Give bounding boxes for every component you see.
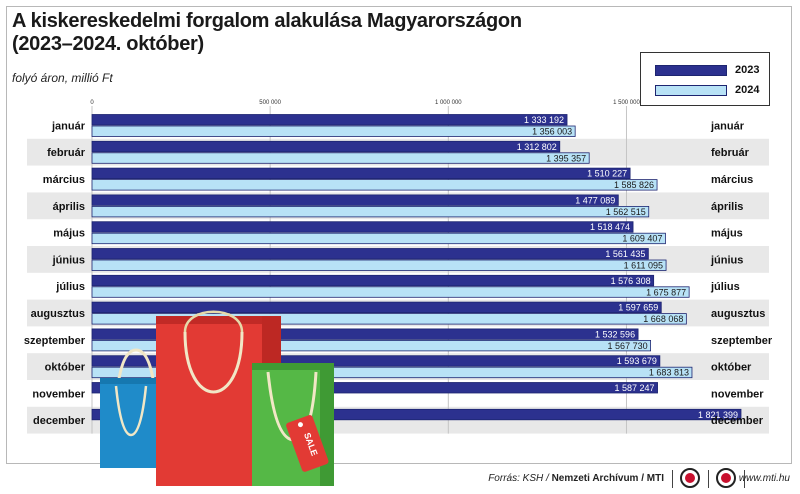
x-tick-label: 1 500 000 bbox=[613, 100, 640, 106]
legend: 2023 2024 bbox=[640, 52, 770, 106]
category-label-left: május bbox=[53, 228, 85, 240]
data-label-2024: 1 585 826 bbox=[614, 180, 654, 190]
data-label-2024: 1 567 730 bbox=[608, 341, 648, 351]
data-label-2024: 1 395 357 bbox=[546, 153, 586, 163]
legend-label-2024: 2024 bbox=[735, 84, 760, 96]
category-label-left: október bbox=[45, 362, 86, 374]
data-label-2023: 1 597 659 bbox=[618, 303, 658, 313]
data-label-2024: 1 611 095 bbox=[624, 261, 663, 271]
bar-2024 bbox=[91, 125, 576, 137]
bar-2023 bbox=[91, 408, 742, 421]
bar-2024 bbox=[91, 339, 652, 352]
data-label-2024: 1 356 003 bbox=[532, 127, 572, 137]
data-label-2024: 1 668 068 bbox=[643, 314, 683, 324]
bar-2023 bbox=[91, 114, 568, 126]
category-label-left: február bbox=[47, 147, 86, 159]
category-label-left: június bbox=[52, 254, 85, 266]
title-line-1: A kiskereskedelmi forgalom alakulása Mag… bbox=[12, 10, 522, 32]
category-label-right: július bbox=[710, 281, 740, 293]
mti-logo-icon bbox=[680, 468, 700, 488]
category-label-right: június bbox=[710, 254, 743, 266]
chart-title: A kiskereskedelmi forgalom alakulása Mag… bbox=[12, 10, 522, 56]
x-tick-label: 0 bbox=[90, 100, 94, 106]
category-label-left: szeptember bbox=[24, 335, 86, 347]
bar-2023 bbox=[91, 301, 662, 314]
data-label-2023: 1 561 435 bbox=[605, 249, 645, 259]
bar-2024 bbox=[91, 179, 658, 191]
category-label-right: április bbox=[711, 201, 743, 213]
chart-frame bbox=[6, 6, 792, 464]
source-note: Forrás: KSH / Nemzeti Archívum / MTI bbox=[488, 473, 664, 484]
category-label-left: augusztus bbox=[31, 308, 85, 320]
category-label-left: január bbox=[51, 120, 86, 132]
footer: Forrás: KSH / Nemzeti Archívum / MTI www… bbox=[0, 464, 800, 494]
category-label-right: március bbox=[711, 174, 753, 186]
bar-2023 bbox=[91, 140, 561, 153]
x-tick-label: 1 000 000 bbox=[435, 100, 462, 106]
data-label-2023: 1 532 596 bbox=[595, 329, 635, 339]
category-label-right: november bbox=[711, 388, 764, 400]
data-label-2023: 1 518 474 bbox=[590, 222, 630, 232]
category-label-right: december bbox=[711, 415, 764, 427]
footer-separator bbox=[672, 470, 673, 488]
legend-swatch-2023 bbox=[655, 65, 727, 76]
data-label-2023: 1 312 802 bbox=[517, 142, 557, 152]
bar-2023 bbox=[91, 167, 631, 180]
source-prefix: Forrás: KSH / bbox=[488, 473, 552, 484]
shopping-bags-illustration: SALE bbox=[100, 310, 334, 486]
category-label-right: október bbox=[711, 362, 752, 374]
footer-separator bbox=[708, 470, 709, 488]
title-line-2: (2023–2024. október) bbox=[12, 33, 204, 55]
bar-2023 bbox=[91, 194, 619, 206]
category-label-left: december bbox=[33, 415, 86, 427]
data-label-2023: 1 593 679 bbox=[617, 356, 657, 366]
data-label-2023: 1 477 089 bbox=[575, 195, 615, 205]
bar-2024 bbox=[91, 152, 590, 164]
bar-2024 bbox=[91, 259, 667, 271]
chart-subtitle: folyó áron, millió Ft bbox=[12, 71, 113, 85]
bar-2023 bbox=[91, 328, 639, 340]
category-label-right: szeptember bbox=[711, 335, 773, 347]
data-label-2024: 1 675 877 bbox=[646, 287, 686, 297]
bar-2024 bbox=[91, 232, 666, 245]
legend-swatch-2024 bbox=[655, 85, 727, 96]
data-label-2023: 1 333 192 bbox=[524, 115, 564, 125]
sale-tag-icon: SALE bbox=[286, 415, 329, 472]
data-label-2023: 1 510 227 bbox=[587, 169, 627, 179]
data-label-2024: 1 562 515 bbox=[606, 207, 646, 217]
bar-2023 bbox=[91, 248, 649, 260]
mti-logo-icon-2 bbox=[716, 468, 736, 488]
category-labels: január január február február március március… bbox=[24, 120, 773, 427]
legend-label-2023: 2023 bbox=[735, 64, 760, 76]
data-label-2023: 1 821 399 bbox=[698, 410, 738, 420]
bar-2023 bbox=[91, 382, 658, 394]
category-label-left: július bbox=[55, 281, 85, 293]
blue-bag-icon bbox=[100, 348, 162, 468]
category-label-left: március bbox=[43, 174, 85, 186]
bar-2023 bbox=[91, 274, 655, 287]
category-label-left: április bbox=[53, 201, 85, 213]
bar-2024 bbox=[91, 286, 690, 298]
source-bold: Nemzeti Archívum / MTI bbox=[551, 473, 664, 484]
category-label-right: január bbox=[710, 120, 745, 132]
bar-2024 bbox=[91, 366, 693, 379]
bar-2023 bbox=[91, 221, 634, 233]
x-axis-ticks: 0 500 000 1 000 000 1 500 000 bbox=[90, 100, 640, 106]
footer-separator bbox=[744, 470, 745, 488]
site-url: www.mti.hu bbox=[738, 473, 790, 484]
data-label-2024: 1 683 813 bbox=[649, 368, 689, 378]
data-label-2024: 1 609 407 bbox=[622, 234, 662, 244]
data-label-2023: 1 576 308 bbox=[611, 276, 651, 286]
data-label-2023: 1 587 247 bbox=[615, 383, 655, 393]
category-label-right: február bbox=[711, 147, 750, 159]
bar-2024 bbox=[91, 313, 687, 325]
x-tick-label: 500 000 bbox=[259, 100, 281, 106]
bar-2024 bbox=[91, 205, 650, 218]
category-label-left: november bbox=[32, 388, 85, 400]
category-label-right: augusztus bbox=[711, 308, 765, 320]
bar-2023 bbox=[91, 355, 661, 367]
category-label-right: május bbox=[711, 228, 743, 240]
